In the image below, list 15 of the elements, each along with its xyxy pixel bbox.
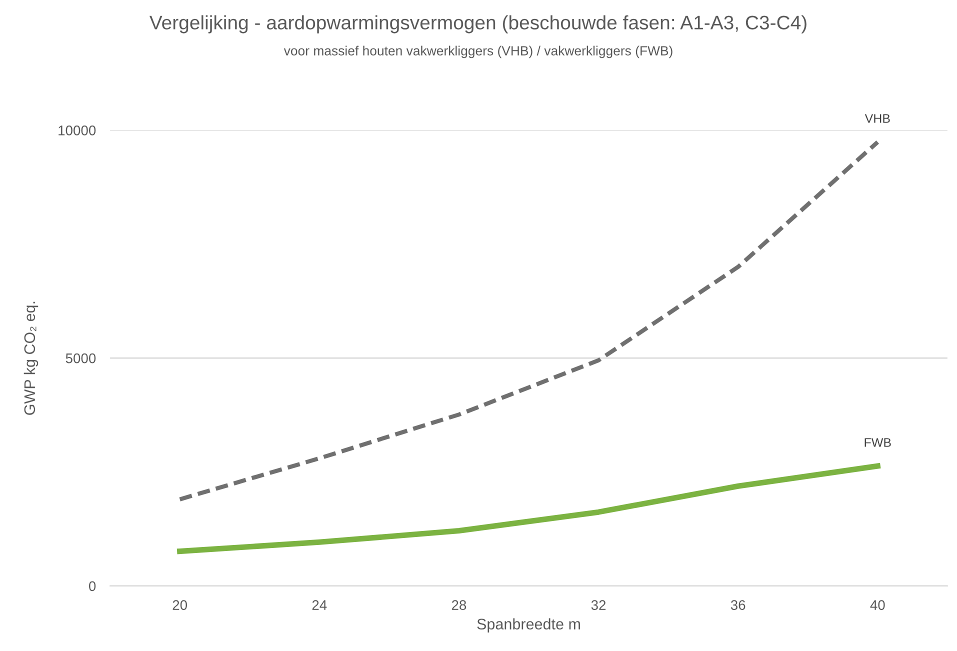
x-tick-label: 32 bbox=[591, 600, 606, 610]
x-axis-title: Spanbreedte m bbox=[477, 618, 580, 633]
series-label: FWB bbox=[864, 438, 891, 447]
y-tick-label: 5000 bbox=[66, 353, 96, 364]
x-tick-label: 36 bbox=[730, 600, 746, 610]
y-tick-label: 0 bbox=[88, 581, 96, 592]
y-tick-label: 10000 bbox=[58, 126, 96, 136]
series-label: VHB bbox=[864, 114, 890, 123]
y-axis-title: GWP kg CO₂ eq. bbox=[24, 302, 38, 415]
x-tick-label: 40 bbox=[870, 600, 885, 610]
x-tick-label: 24 bbox=[312, 600, 327, 610]
x-tick-label: 28 bbox=[452, 600, 466, 610]
chart-subtitle: voor massief houten vakwerkliggers (VHB) / vakwerkliggers (FWB) bbox=[284, 46, 672, 58]
x-tick-label: 20 bbox=[172, 600, 188, 610]
chart-title: Vergelijking - aardopwarmingsvermogen (beschouwde fasen: A1-A3, C3-C4) bbox=[150, 15, 806, 34]
